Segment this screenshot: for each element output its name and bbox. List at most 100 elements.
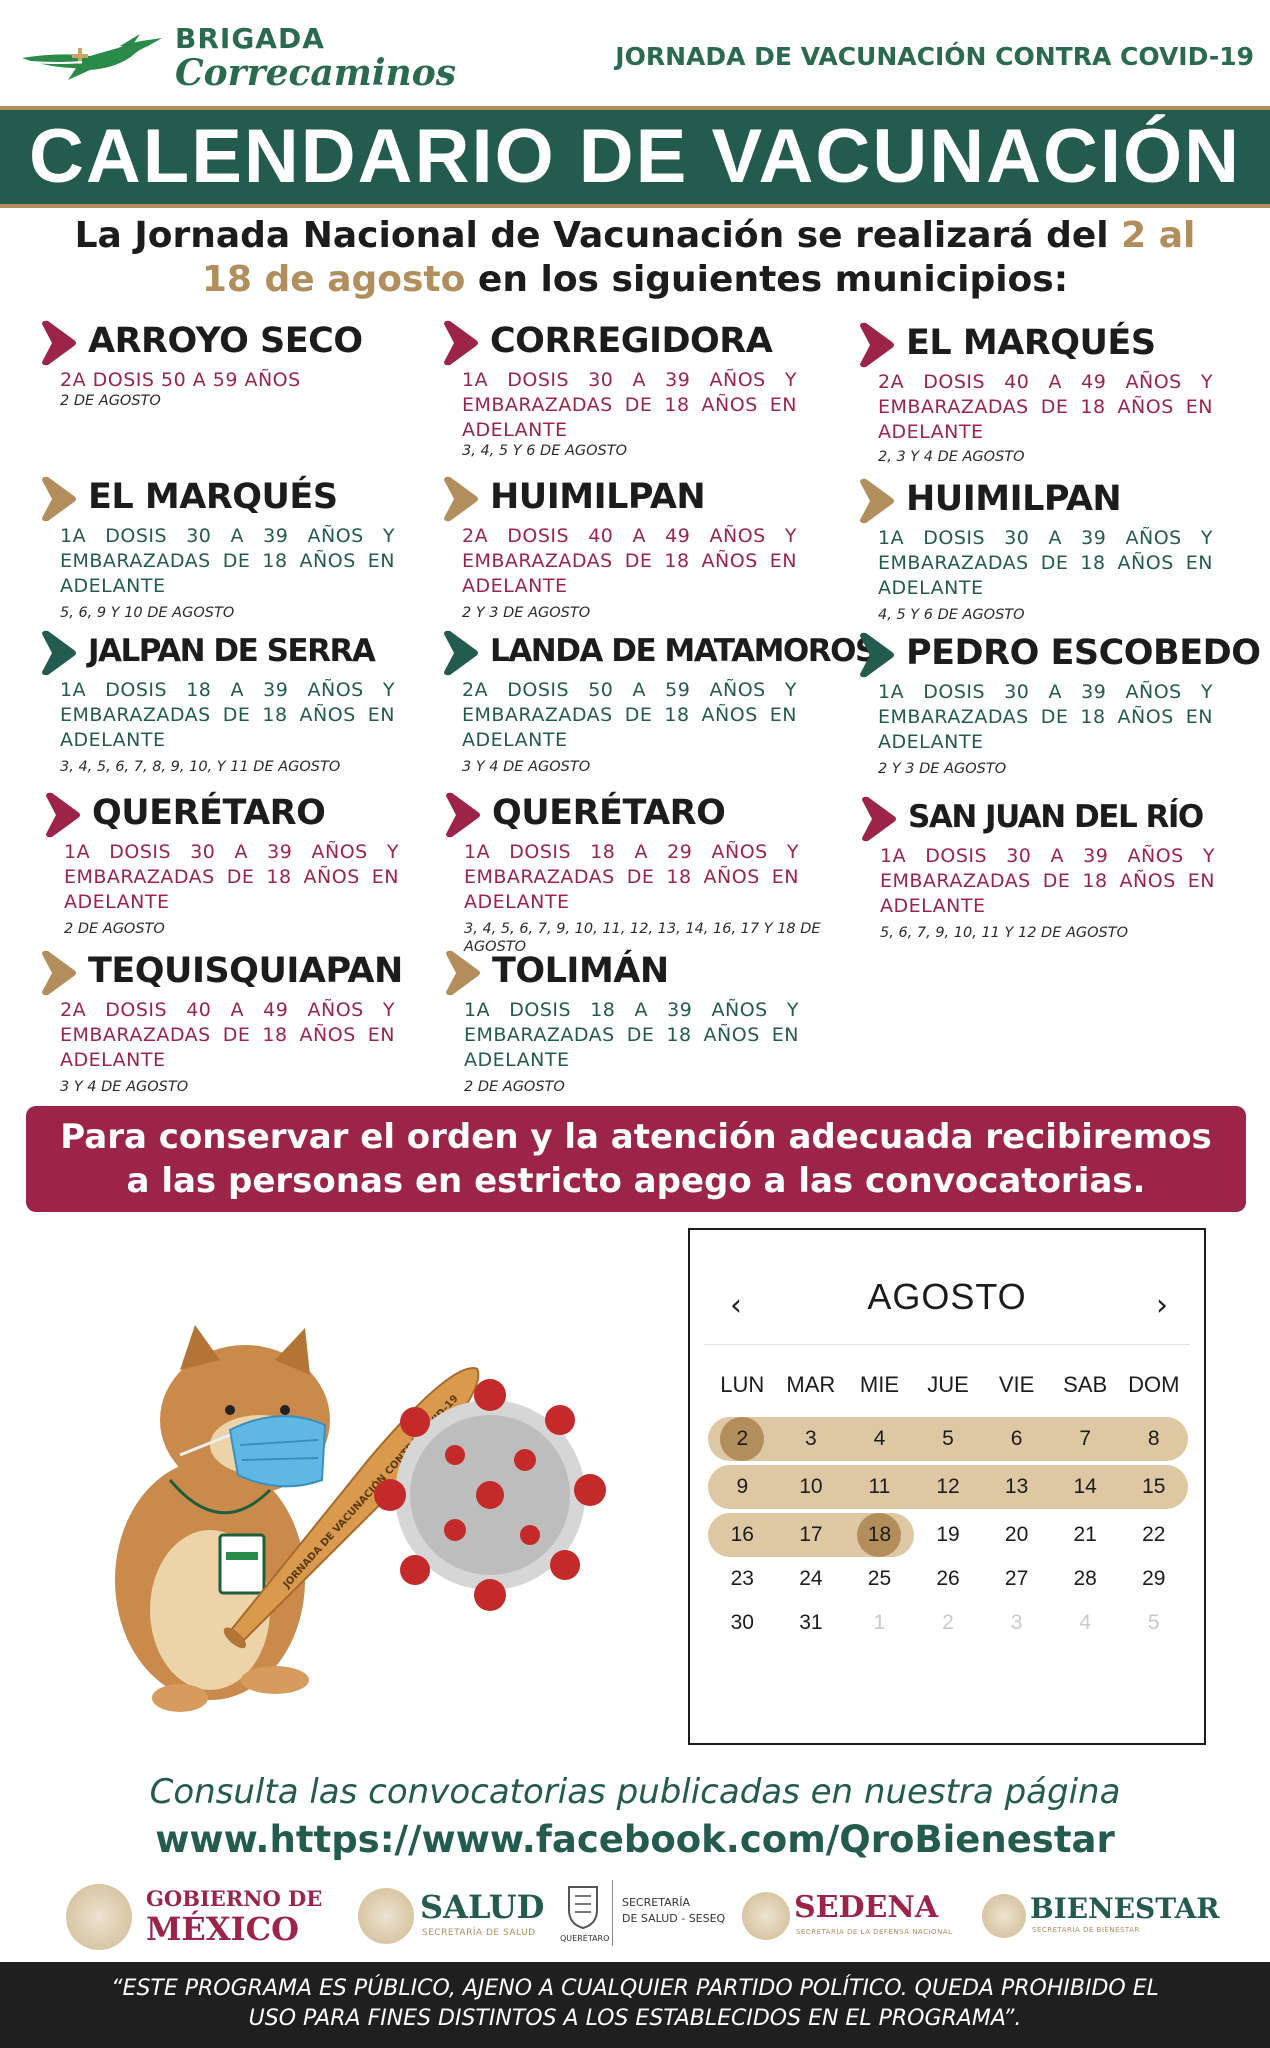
seseq-line1: SECRETARÍA [622, 1896, 691, 1909]
calendar-day[interactable]: 24 [799, 1567, 823, 1590]
prev-month-icon[interactable]: ‹ [730, 1288, 742, 1323]
municipality-card: CORREGIDORA 1A DOSIS 30 A 39 AÑOS Y EMBAR… [442, 318, 842, 464]
calendar-day[interactable]: 7 [1079, 1427, 1092, 1450]
municipality-dates: 3, 4, 5, 6, 7, 9, 10, 11, 12, 13, 14, 16… [464, 921, 821, 955]
salud-seal-icon [358, 1888, 414, 1944]
calendar-day[interactable]: 17 [799, 1523, 823, 1546]
municipality-dates: 2 DE AGOSTO [464, 1079, 565, 1095]
municipality-name: HUIMILPAN [490, 477, 706, 517]
calendar-week: 16 17 18 19 20 21 22 [708, 1512, 1188, 1558]
calendar-day[interactable]: 19 [936, 1523, 960, 1546]
seseq-line2: DE SALUD - SESEQ [622, 1912, 726, 1925]
municipality-description: 2A DOSIS 40 A 49 AÑOS Y EMBARAZADAS DE 1… [462, 525, 797, 597]
calendar-day[interactable]: 25 [867, 1567, 892, 1590]
sedena-logo-sub: SECRETARÍA DE LA DEFENSA NACIONAL [796, 1928, 953, 1936]
calendar-day[interactable]: 23 [730, 1567, 754, 1590]
vaccination-range-band [708, 1465, 1188, 1509]
municipality-name: QUERÉTARO [92, 793, 326, 833]
calendar-day[interactable]: 3 [1010, 1611, 1023, 1634]
calendar-day[interactable]: 21 [1073, 1523, 1097, 1546]
calendar-day[interactable]: 9 [736, 1475, 749, 1498]
municipality-description: 1A DOSIS 30 A 39 AÑOS Y EMBARAZADAS DE 1… [60, 525, 395, 597]
legal-disclaimer: “ESTE PROGRAMA ES PÚBLICO, AJENO A CUALQ… [0, 1962, 1270, 2048]
weekday-label: VIE [998, 1372, 1035, 1397]
next-month-icon[interactable]: › [1156, 1288, 1168, 1323]
calendar-day[interactable]: 1 [873, 1611, 886, 1634]
calendar-day[interactable]: 5 [942, 1427, 954, 1450]
municipality-card: PEDRO ESCOBEDO 1A DOSIS 30 A 39 AÑOS Y EM… [858, 630, 1261, 782]
calendar-day[interactable]: 30 [730, 1611, 754, 1634]
calendar-day[interactable]: 16 [730, 1523, 754, 1546]
weekday-header: LUN MAR MIE JUE VIE SAB DOM [708, 1372, 1188, 1398]
intro-highlight-end: 18 de agosto [201, 259, 466, 300]
municipality-dates: 3 Y 4 DE AGOSTO [462, 759, 591, 775]
calendar-day[interactable]: 13 [1004, 1475, 1029, 1498]
mexico-seal-icon [66, 1884, 132, 1950]
chevron-right-icon [446, 792, 480, 838]
calendar-day[interactable]: 10 [799, 1475, 823, 1498]
municipality-description: 1A DOSIS 30 A 39 AÑOS Y EMBARAZADAS DE 1… [462, 369, 797, 441]
calendar-day[interactable]: 4 [873, 1427, 886, 1450]
calendar-day[interactable]: 11 [868, 1475, 891, 1498]
calendar-day[interactable]: 8 [1147, 1427, 1160, 1450]
coronavirus-icon [374, 1379, 606, 1611]
municipality-description: 1A DOSIS 30 A 39 AÑOS Y EMBARAZADAS DE 1… [64, 841, 399, 913]
intro-text: La Jornada Nacional de Vacunación se rea… [20, 214, 1250, 302]
intro-highlight-start: 2 al [1121, 215, 1196, 256]
calendar-day[interactable]: 15 [1142, 1475, 1166, 1498]
municipality-dates: 2 Y 3 DE AGOSTO [878, 761, 1007, 777]
calendar-day[interactable]: 20 [1004, 1523, 1029, 1546]
calendar-day[interactable]: 29 [1142, 1567, 1166, 1590]
municipality-card: QUERÉTARO 1A DOSIS 30 A 39 AÑOS Y EMBARAZ… [44, 790, 444, 942]
chevron-right-icon [444, 476, 478, 522]
municipality-dates: 2 DE AGOSTO [64, 921, 165, 937]
calendar-day[interactable]: 27 [1004, 1567, 1029, 1590]
municipality-card: HUIMILPAN 2A DOSIS 40 A 49 AÑOS Y EMBARAZ… [442, 474, 842, 626]
municipality-description: 2A DOSIS 40 A 49 AÑOS Y EMBARAZADAS DE 1… [878, 371, 1213, 443]
calendar-day[interactable]: 26 [936, 1567, 960, 1590]
calendar-week: 2 3 4 5 6 7 8 [708, 1416, 1188, 1462]
calendar-day[interactable]: 22 [1142, 1523, 1166, 1546]
calendar-week: 23 24 25 26 27 28 29 [708, 1556, 1188, 1602]
queretaro-label: QUERÉTARO [560, 1934, 610, 1943]
chevron-right-icon [444, 630, 478, 676]
chevron-right-icon [860, 322, 894, 368]
disclaimer-line-1: “ESTE PROGRAMA ES PÚBLICO, AJENO A CUALQ… [111, 1976, 1159, 2001]
brand-title-top: BRIGADA [175, 22, 325, 55]
title-banner: CALENDARIO DE VACUNACIÓN [0, 106, 1270, 208]
municipality-name: PEDRO ESCOBEDO [906, 633, 1261, 673]
municipality-name: QUERÉTARO [492, 793, 726, 833]
bienestar-seal-icon [982, 1894, 1026, 1938]
weekday-label: MIE [859, 1372, 899, 1397]
weekday-label: LUN [720, 1372, 765, 1397]
municipality-card: TOLIMÁN 1A DOSIS 18 A 39 AÑOS Y EMBARAZAD… [444, 948, 844, 1100]
municipality-card: JALPAN DE SERRA 1A DOSIS 18 A 39 AÑOS Y E… [40, 628, 440, 780]
calendar-day[interactable]: 2 [708, 1416, 777, 1462]
municipality-card: SAN JUAN DEL RÍO 1A DOSIS 30 A 39 AÑOS Y … [860, 794, 1260, 946]
municipality-description: 1A DOSIS 18 A 39 AÑOS Y EMBARAZADAS DE 1… [464, 999, 799, 1071]
disclaimer-line-2: USO PARA FINES DISTINTOS A LOS ESTABLECI… [248, 2006, 1022, 2031]
calendar-day[interactable]: 4 [1079, 1611, 1092, 1634]
calendar-day[interactable]: 31 [799, 1611, 823, 1634]
bienestar-logo-sub: SECRETARÍA DE BIENESTAR [1032, 1926, 1140, 1934]
chevron-right-icon [446, 950, 480, 996]
municipality-name: EL MARQUÉS [906, 323, 1156, 363]
calendar-day[interactable]: 18 [845, 1512, 914, 1558]
page-title: CALENDARIO DE VACUNACIÓN [29, 114, 1241, 199]
calendar-day[interactable]: 14 [1073, 1475, 1097, 1498]
gobierno-logo-line1: GOBIERNO DE [146, 1886, 323, 1911]
calendar-day[interactable]: 5 [1147, 1611, 1160, 1634]
municipality-description: 2A DOSIS 50 A 59 AÑOS [60, 369, 301, 391]
calendar-day[interactable]: 6 [1010, 1427, 1023, 1450]
calendar-day[interactable]: 2 [942, 1611, 954, 1634]
facebook-link[interactable]: www.https://www.facebook.com/QroBienesta… [155, 1818, 1115, 1861]
bienestar-logo: BIENESTAR [1030, 1892, 1220, 1925]
municipality-description: 2A DOSIS 50 A 59 AÑOS Y EMBARAZADAS DE 1… [462, 679, 797, 751]
notice-line-1: Para conservar el orden y la atención ad… [60, 1117, 1212, 1157]
calendar-day[interactable]: 12 [936, 1475, 960, 1498]
municipality-name: ARROYO SECO [88, 321, 363, 361]
calendar-day[interactable]: 3 [805, 1427, 817, 1450]
municipality-description: 1A DOSIS 30 A 39 AÑOS Y EMBARAZADAS DE 1… [878, 681, 1213, 753]
municipality-card: HUIMILPAN 1A DOSIS 30 A 39 AÑOS Y EMBARAZ… [858, 476, 1258, 628]
calendar-day[interactable]: 28 [1073, 1567, 1097, 1590]
